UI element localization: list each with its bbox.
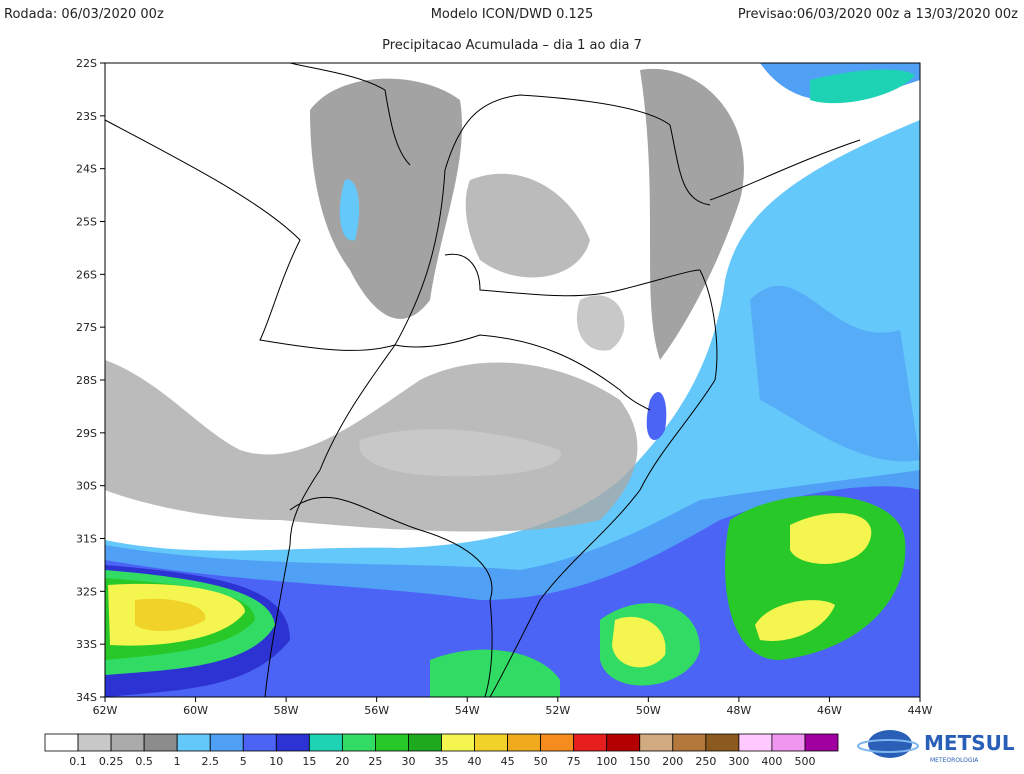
legend-label: 250 — [695, 755, 716, 768]
legend-label: 10 — [269, 755, 283, 768]
lat-label: 27S — [76, 321, 97, 334]
lat-label: 26S — [76, 268, 97, 281]
legend-label: 25 — [368, 755, 382, 768]
subtitle: Precipitacao Acumulada – dia 1 ao dia 7 — [382, 38, 642, 53]
legend-swatch — [606, 733, 641, 752]
legend-swatch — [77, 733, 112, 752]
logo-globe — [868, 730, 912, 758]
lat-label: 32S — [76, 585, 97, 598]
legend-label: 5 — [240, 755, 247, 768]
legend-label: 30 — [401, 755, 415, 768]
lat-label: 33S — [76, 638, 97, 651]
lat-label: 22S — [76, 57, 97, 70]
legend-swatch — [375, 733, 409, 752]
legend-label: 20 — [335, 755, 349, 768]
legend-swatch — [209, 733, 244, 752]
legend-swatch — [176, 733, 211, 752]
legend-swatch — [341, 733, 376, 752]
legend-swatch — [804, 733, 839, 752]
lon-label: 48W — [726, 704, 751, 717]
lon-label: 60W — [183, 704, 208, 717]
legend-swatch — [738, 733, 773, 752]
legend-swatch — [242, 733, 277, 752]
legend-swatch — [408, 733, 442, 752]
legend-label: 35 — [435, 755, 449, 768]
lon-label: 56W — [364, 704, 389, 717]
lat-label: 25S — [76, 216, 97, 229]
lon-label: 50W — [636, 704, 661, 717]
legend-label: 100 — [596, 755, 617, 768]
lat-label: 34S — [76, 691, 97, 704]
legend-swatch — [308, 733, 343, 752]
legend-label: 40 — [468, 755, 482, 768]
logo-ring — [857, 739, 919, 753]
logo-tagline: METEOROLOGIA — [930, 757, 979, 764]
lon-label: 62W — [93, 704, 118, 717]
lon-label: 52W — [545, 704, 570, 717]
legend-swatch — [573, 733, 608, 752]
logo-name: METSUL — [924, 731, 1015, 755]
legend-label: 0.25 — [99, 755, 124, 768]
legend-swatch — [507, 733, 542, 752]
legend-label: 2.5 — [201, 755, 219, 768]
logo: METSUL METEOROLOGIA — [857, 730, 1015, 764]
lon-label: 44W — [908, 704, 933, 717]
lat-label: 28S — [76, 374, 97, 387]
legend-label: 400 — [761, 755, 782, 768]
lon-label: 46W — [817, 704, 842, 717]
run-label: Rodada: 06/03/2020 00z — [4, 7, 164, 22]
legend-label: 0.5 — [135, 755, 153, 768]
legend-label: 45 — [501, 755, 515, 768]
forecast-label: Previsao:06/03/2020 00z a 13/03/2020 00z — [738, 7, 1018, 22]
legend-swatch — [771, 733, 806, 752]
legend-label: 0.1 — [69, 755, 87, 768]
lat-label: 23S — [76, 110, 97, 123]
lon-label: 54W — [455, 704, 480, 717]
legend-label: 15 — [302, 755, 316, 768]
lat-label: 29S — [76, 427, 97, 440]
legend-label: 75 — [567, 755, 581, 768]
legend-swatch — [540, 733, 575, 752]
lat-label: 31S — [76, 533, 97, 546]
legend-label: 500 — [794, 755, 815, 768]
lon-label: 58W — [274, 704, 299, 717]
model-label: Modelo ICON/DWD 0.125 — [431, 7, 594, 22]
legend-swatch — [672, 733, 707, 752]
precip-field — [105, 63, 920, 697]
legend-swatch — [110, 733, 145, 752]
legend-label: 1 — [174, 755, 181, 768]
legend-swatch — [474, 733, 508, 752]
legend-swatch — [275, 733, 310, 752]
legend-swatch — [639, 733, 674, 752]
legend-label: 50 — [534, 755, 548, 768]
legend-label: 200 — [662, 755, 683, 768]
legend-swatch — [143, 733, 178, 752]
legend-label: 150 — [629, 755, 650, 768]
legend-swatch — [441, 733, 475, 752]
lat-label: 24S — [76, 163, 97, 176]
legend-swatch — [44, 733, 79, 752]
lat-label: 30S — [76, 480, 97, 493]
legend-swatch — [705, 733, 740, 752]
legend-label: 300 — [728, 755, 749, 768]
